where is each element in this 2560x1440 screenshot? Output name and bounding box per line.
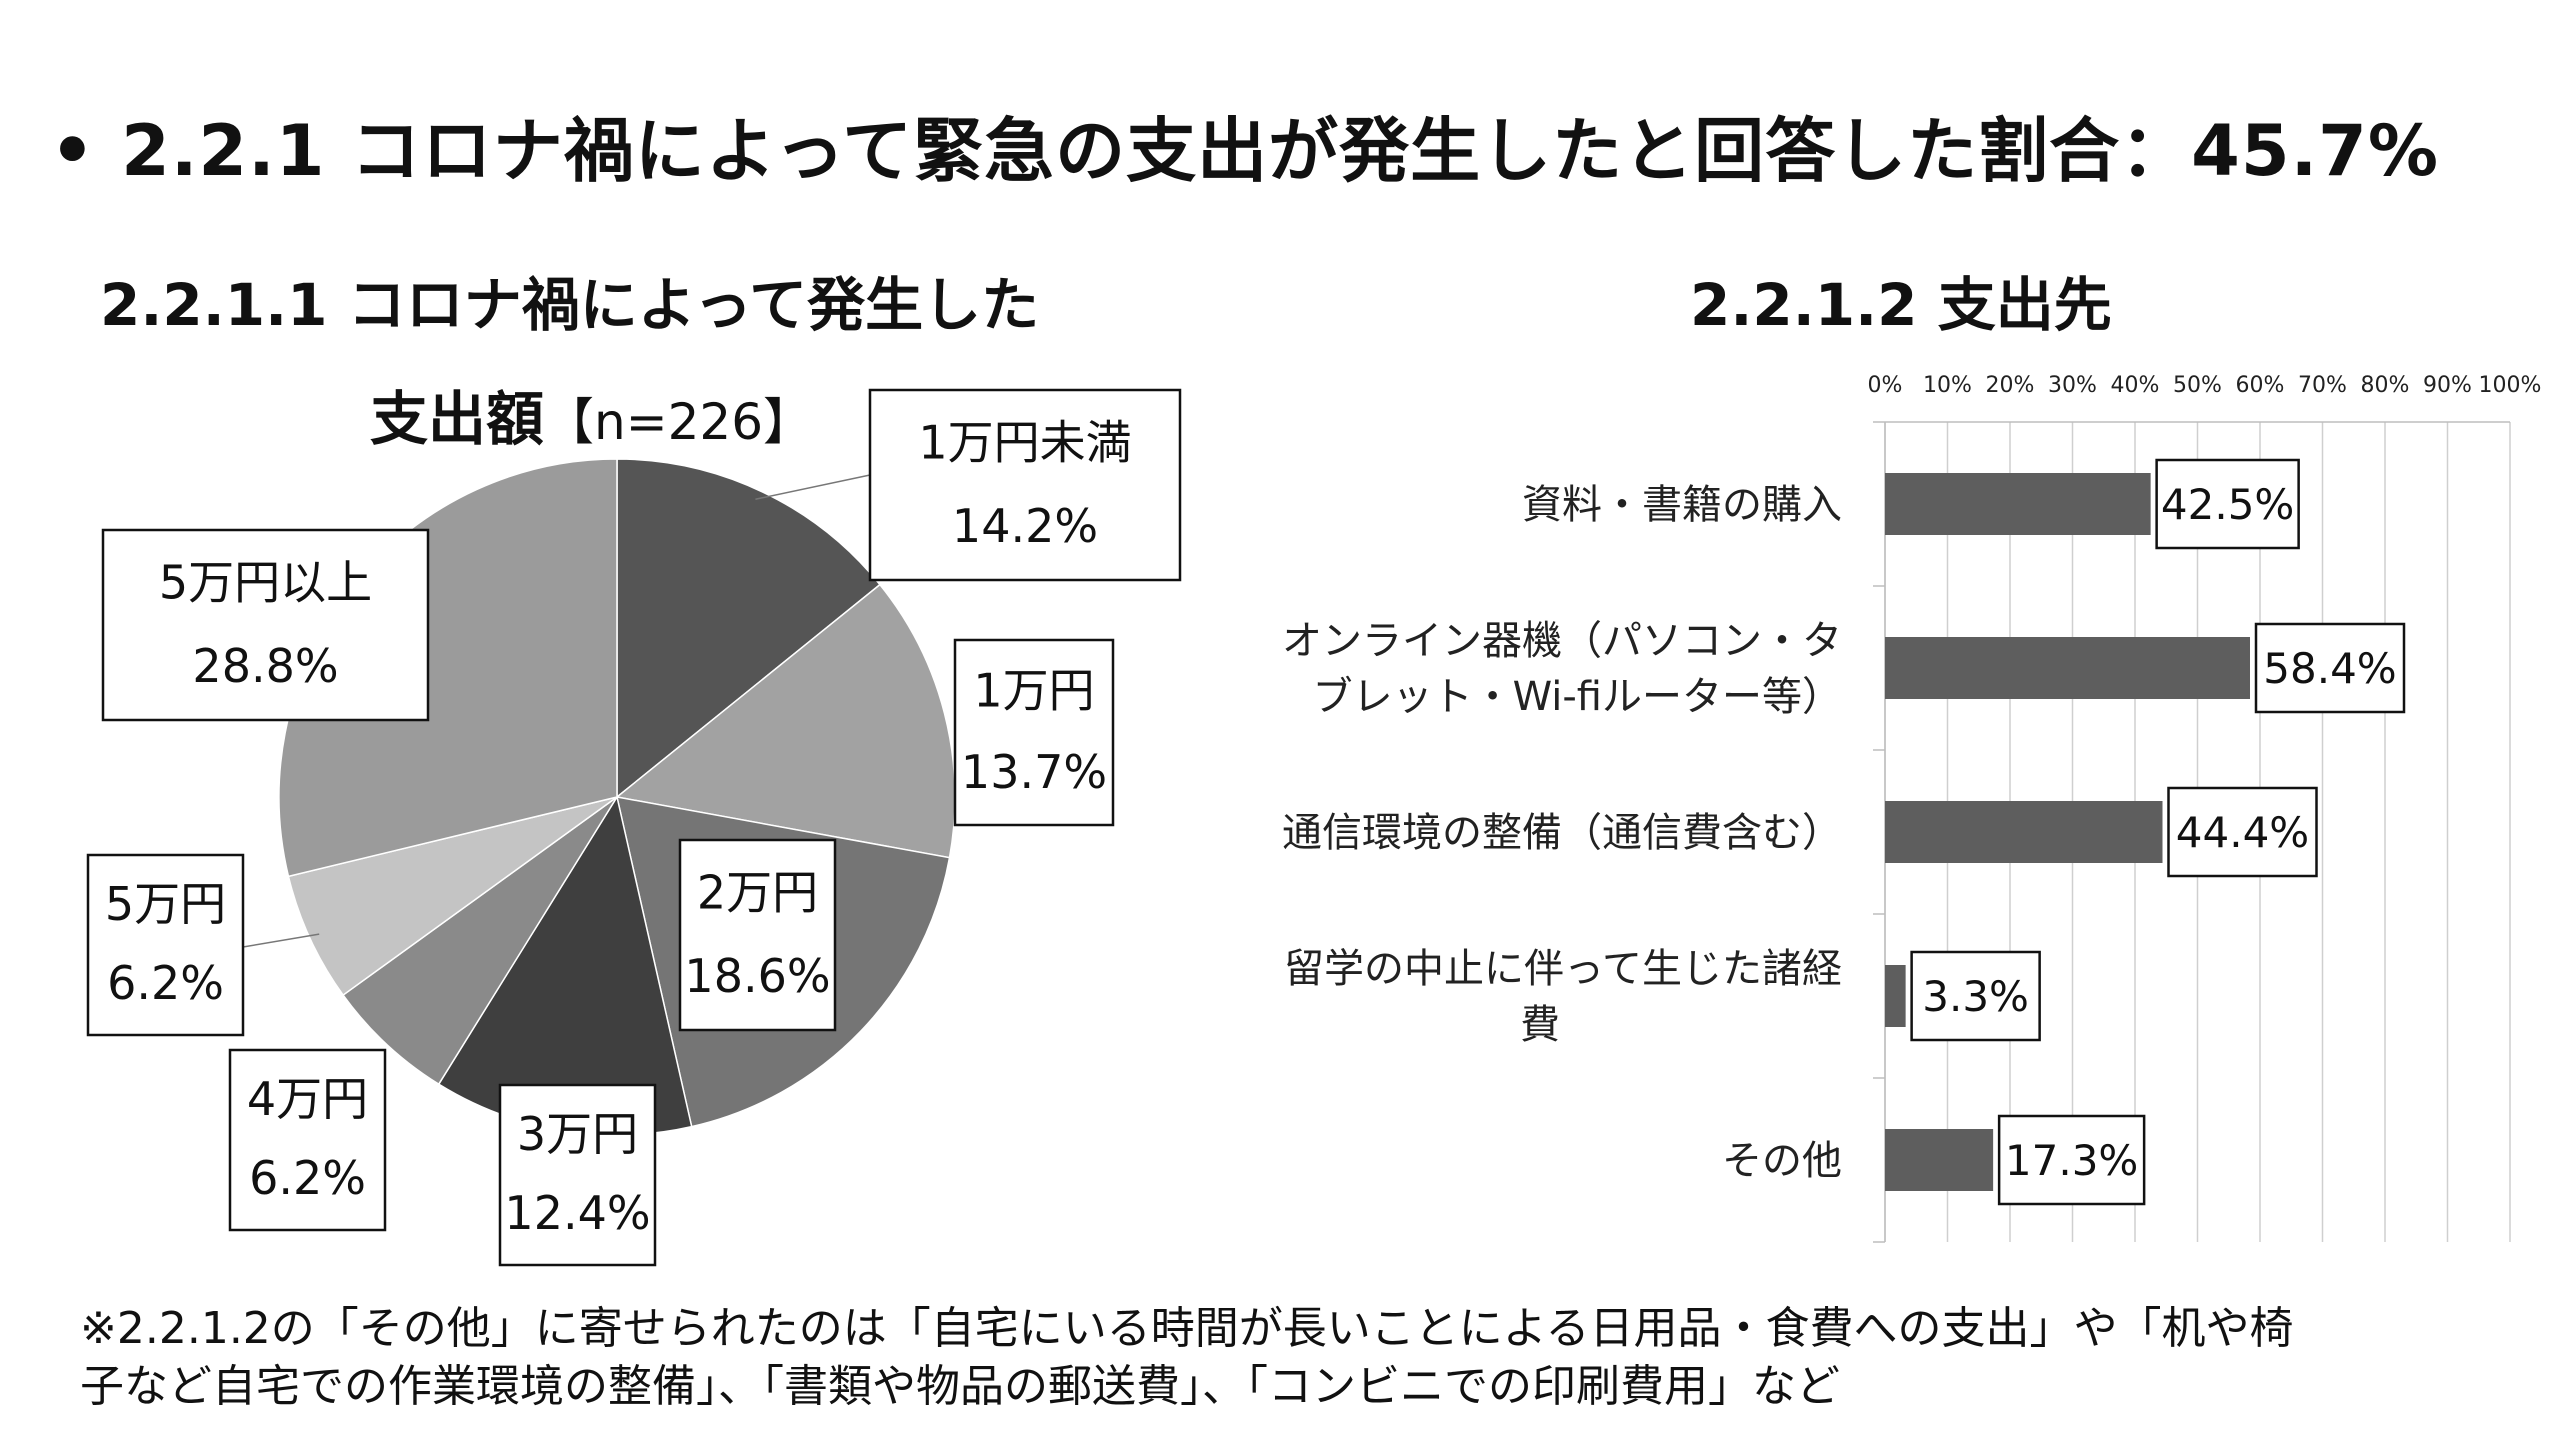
- pie-label-category-5: 5万円: [105, 877, 226, 931]
- x-tick-label-6: 60%: [2236, 373, 2285, 398]
- bar-0: [1885, 473, 2151, 535]
- bar-value-label-3: 3.3%: [1922, 972, 2029, 1021]
- bar-value-box-2: [2167, 786, 2318, 878]
- pie-label-category-4: 4万円: [247, 1072, 368, 1126]
- bar-value-box-0: [2155, 458, 2300, 550]
- bar-chart-title: 2.2.1.2 支出先: [1690, 271, 2112, 339]
- pie-sample-size: 【n=226】: [544, 393, 814, 451]
- pie-label-category-6: 5万円以上: [159, 555, 372, 609]
- pie-label-box-3: [498, 1083, 657, 1267]
- bar-3: [1885, 965, 1906, 1027]
- pie-label-value-5: 6.2%: [107, 956, 224, 1010]
- x-tick-label-4: 40%: [2111, 373, 2160, 398]
- x-tick-label-2: 20%: [1986, 373, 2035, 398]
- x-tick-label-10: 100%: [2479, 373, 2542, 398]
- pie-label-value-3: 12.4%: [504, 1186, 650, 1240]
- bar-value-label-2: 44.4%: [2176, 808, 2309, 857]
- bar-value-box-1: [2254, 622, 2406, 714]
- bar-category-label-1-line-1: ブレット・Wi-fiルーター等）: [1313, 674, 1842, 720]
- pie-slice-5: [287, 796, 618, 997]
- footnote: ※2.2.1.2の「その他」に寄せられたのは「自宅にいる時間が長いことによる日用…: [80, 1300, 2293, 1416]
- pie-label-box-5: [86, 853, 245, 1037]
- bar-chart: 0% 10% 20% 30% 40% 50% 60% 70% 80% 90% 100% 42.5% 資料…: [1282, 373, 2542, 1243]
- pie-slice-4: [342, 796, 618, 1086]
- footnote-line-1: ※2.2.1.2の「その他」に寄せられたのは「自宅にいる時間が長いことによる日用…: [80, 1303, 2294, 1354]
- pie-label-category-2: 2万円: [697, 865, 818, 919]
- bar-category-label-2-line-0: 通信環境の整備（通信費含む）: [1282, 810, 1842, 856]
- x-tick-label-8: 80%: [2361, 373, 2410, 398]
- x-tick-label-7: 70%: [2298, 373, 2347, 398]
- bar-value-label-4: 17.3%: [2005, 1136, 2138, 1185]
- bar-category-label-3-line-1: 費: [1520, 1002, 1560, 1048]
- pie-chart-title-amount: 支出額: [370, 385, 545, 453]
- bar-category-label-3-line-0: 留学の中止に伴って生じた諸経: [1284, 946, 1842, 992]
- pie-label-box-2: [678, 838, 837, 1032]
- footnote-line-2: 子など自宅での作業環境の整備」、「書類や物品の郵送費」、「コンビニでの印刷費用」…: [80, 1361, 1840, 1412]
- pie-leader-line-0: [755, 474, 871, 500]
- pie-slice-0: [616, 458, 881, 799]
- pie-label-box-0: [868, 388, 1182, 582]
- bar-1: [1885, 637, 2250, 699]
- pie-label-category-1: 1万円: [973, 664, 1094, 718]
- pie-chart-title: 2.2.1.1 コロナ禍によって発生した: [100, 271, 1040, 339]
- bar-category-label-0-line-0: 資料・書籍の購入: [1522, 482, 1842, 528]
- bar-value-label-0: 42.5%: [2161, 480, 2294, 529]
- bar-category-label-4-line-0: その他: [1722, 1138, 1842, 1184]
- pie-leader-line-5: [242, 933, 320, 948]
- x-tick-label-3: 30%: [2048, 373, 2097, 398]
- pie-label-box-4: [228, 1048, 387, 1232]
- bar-4: [1885, 1129, 1994, 1191]
- x-tick-label-0: 0%: [1868, 373, 1903, 398]
- bar-value-box-3: [1910, 950, 2041, 1042]
- x-tick-label-1: 10%: [1923, 373, 1972, 398]
- pie-slice-1: [615, 583, 956, 859]
- pie-chart: 1万円未満 14.2% 1万円 13.7% 2万円 18.6% 3万円 12.4% 4万円 6.2…: [86, 388, 1182, 1267]
- pie-label-category-3: 3万円: [517, 1107, 638, 1161]
- pie-label-category-0: 1万円未満: [918, 415, 1131, 469]
- bar-2: [1885, 801, 2163, 863]
- page-title: • 2.2.1 コロナ禍によって緊急の支出が発生したと回答した割合：45.7%: [50, 110, 2440, 192]
- pie-label-value-0: 14.2%: [952, 499, 1098, 553]
- pie-label-value-2: 18.6%: [684, 949, 830, 1003]
- x-tick-label-9: 90%: [2423, 373, 2472, 398]
- x-tick-label-5: 50%: [2173, 373, 2222, 398]
- bar-category-label-1-line-0: オンライン器機（パソコン・タ: [1282, 618, 1842, 664]
- bar-value-box-4: [1997, 1114, 2146, 1206]
- pie-label-box-6: [101, 528, 430, 722]
- pie-label-box-1: [953, 638, 1115, 827]
- pie-chart-title-line2: 支出額【n=226】: [370, 372, 813, 456]
- pie-label-value-1: 13.7%: [961, 745, 1107, 799]
- pie-label-value-6: 28.8%: [192, 639, 338, 693]
- bar-value-label-1: 58.4%: [2263, 644, 2396, 693]
- pie-label-value-4: 6.2%: [249, 1151, 366, 1205]
